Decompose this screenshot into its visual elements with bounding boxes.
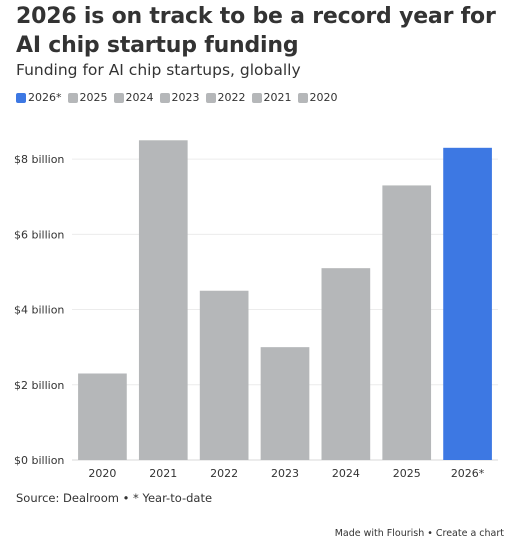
legend-swatch [205,93,216,103]
legend-swatch [251,93,262,103]
bar-2022[interactable] [199,290,249,460]
legend-label: 2026* [28,91,62,104]
y-tick-label: $6 billion [14,228,64,241]
x-tick-label: 2021 [149,467,177,480]
legend-label: 2024 [125,91,154,104]
legend-swatch [297,93,308,103]
chart-title: 2026 is on track to be a record year for… [16,4,496,58]
y-tick-label: $0 billion [14,454,64,467]
legend-item[interactable]: 2025 [67,91,108,105]
legend-label: 2022 [217,91,246,104]
legend: 2026* 2025 2024 2023 2022 2021 2020 [16,91,338,105]
bar-chart: $0 billion $2 billion $4 billion $6 billion… [14,140,498,480]
legend-label: 2021 [263,91,292,104]
x-tick-label: 2020 [88,467,116,480]
legend-label: 2023 [171,91,200,104]
y-tick-label: $2 billion [14,379,64,392]
legend-swatch [159,93,170,103]
source-note: Source: Dealroom • * Year-to-date [16,491,213,505]
bar-2026[interactable] [443,147,492,460]
flourish-credit-link[interactable]: Made with Flourish • Create a chart [334,528,504,539]
legend-item[interactable]: 2023 [159,91,200,105]
y-tick-label: $4 billion [14,304,64,317]
legend-label: 2025 [79,91,108,104]
bar-2020[interactable] [78,373,127,460]
legend-swatch [113,93,124,103]
legend-label: 2020 [309,91,338,104]
bar-2025[interactable] [382,185,432,460]
legend-item[interactable]: 2024 [113,91,154,105]
legend-item[interactable]: 2026* [16,91,62,105]
legend-swatch [67,93,78,103]
x-tick-label: 2023 [271,467,299,480]
legend-item[interactable]: 2021 [251,91,292,105]
x-tick-label: 2025 [393,467,421,480]
legend-item[interactable]: 2022 [205,91,246,105]
legend-swatch [16,93,26,103]
x-tick-label: 2024 [332,467,360,480]
chart-subtitle: Funding for AI chip startups, globally [16,61,301,79]
x-tick-label: 2022 [210,467,238,480]
y-tick-label: $8 billion [14,153,64,166]
legend-item[interactable]: 2020 [297,91,338,105]
x-tick-label: 2026* [451,467,485,480]
bar-2021[interactable] [138,140,188,460]
bar-2023[interactable] [260,347,310,460]
bar-2024[interactable] [321,268,371,460]
